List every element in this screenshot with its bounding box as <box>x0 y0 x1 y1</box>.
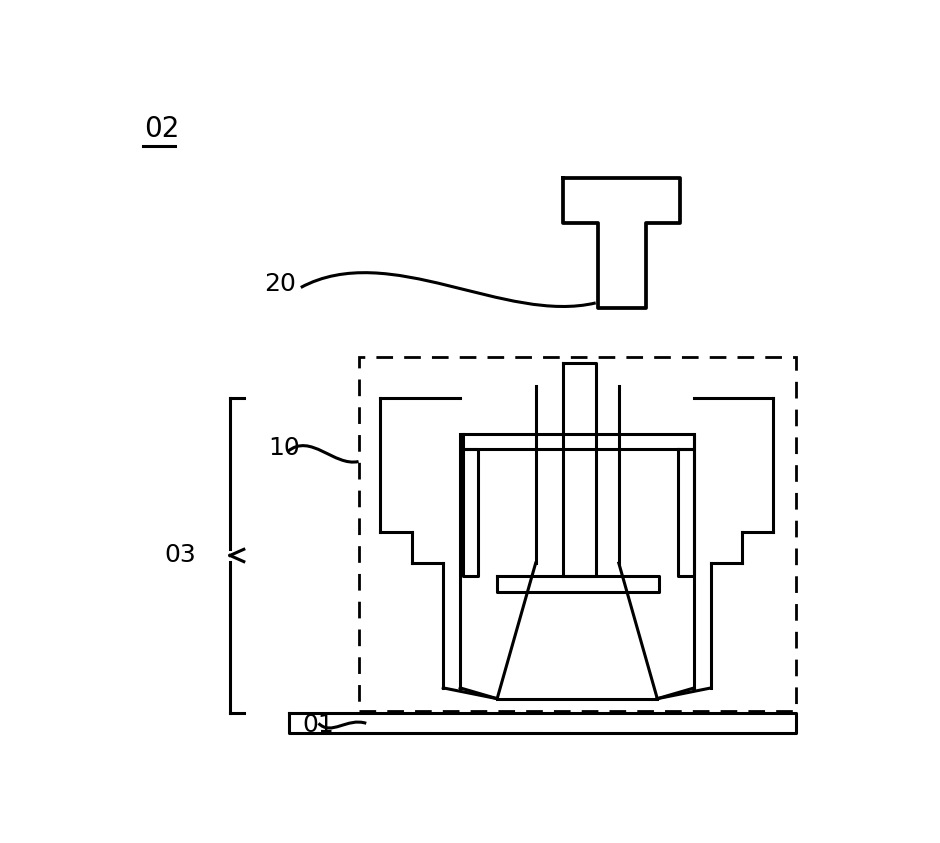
Text: 02: 02 <box>145 115 180 143</box>
Text: 03: 03 <box>164 544 196 567</box>
Bar <box>358 357 796 711</box>
Text: 10: 10 <box>269 436 300 459</box>
Text: 01: 01 <box>303 713 334 737</box>
Text: 20: 20 <box>265 272 296 297</box>
